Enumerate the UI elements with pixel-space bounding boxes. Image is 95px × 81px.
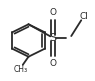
Text: O: O xyxy=(49,8,56,17)
Text: S: S xyxy=(49,33,56,43)
Text: O: O xyxy=(49,59,56,68)
Text: Cl: Cl xyxy=(80,12,89,21)
Text: CH₃: CH₃ xyxy=(13,65,27,74)
